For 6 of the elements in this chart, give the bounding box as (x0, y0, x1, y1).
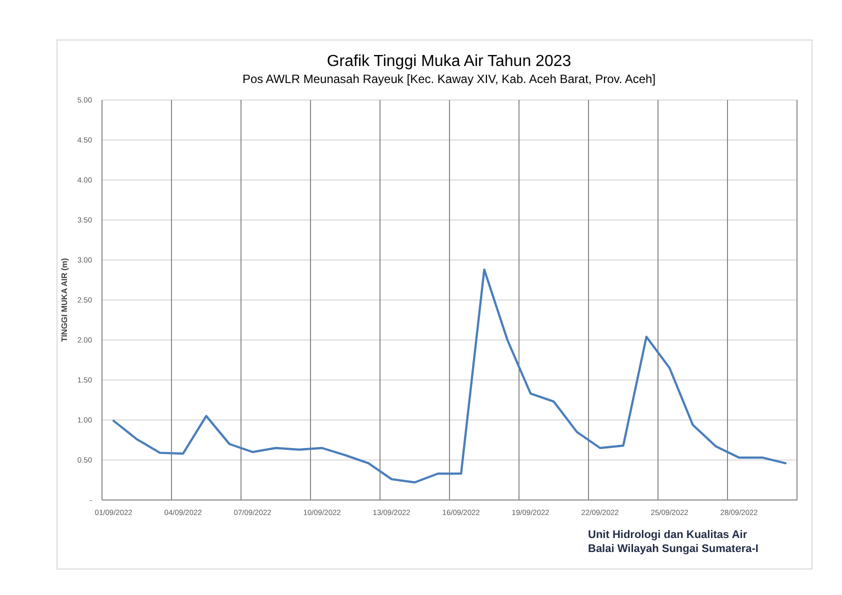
chart-title: Grafik Tinggi Muka Air Tahun 2023 (326, 53, 572, 70)
text: Balai Wilayah Sungai Sumatera-I (588, 543, 758, 555)
chart-subtitle: Pos AWLR Meunasah Rayeuk [Kec. Kaway XIV, Kab. Aceh Barat, Prov. Aceh] (242, 72, 656, 86)
line-series (112, 268, 787, 484)
y-axis-title: TINGGI MUKA AIR (m) (60, 258, 69, 342)
text: Unit Hidrologi dan Kualitas Air (588, 529, 748, 541)
